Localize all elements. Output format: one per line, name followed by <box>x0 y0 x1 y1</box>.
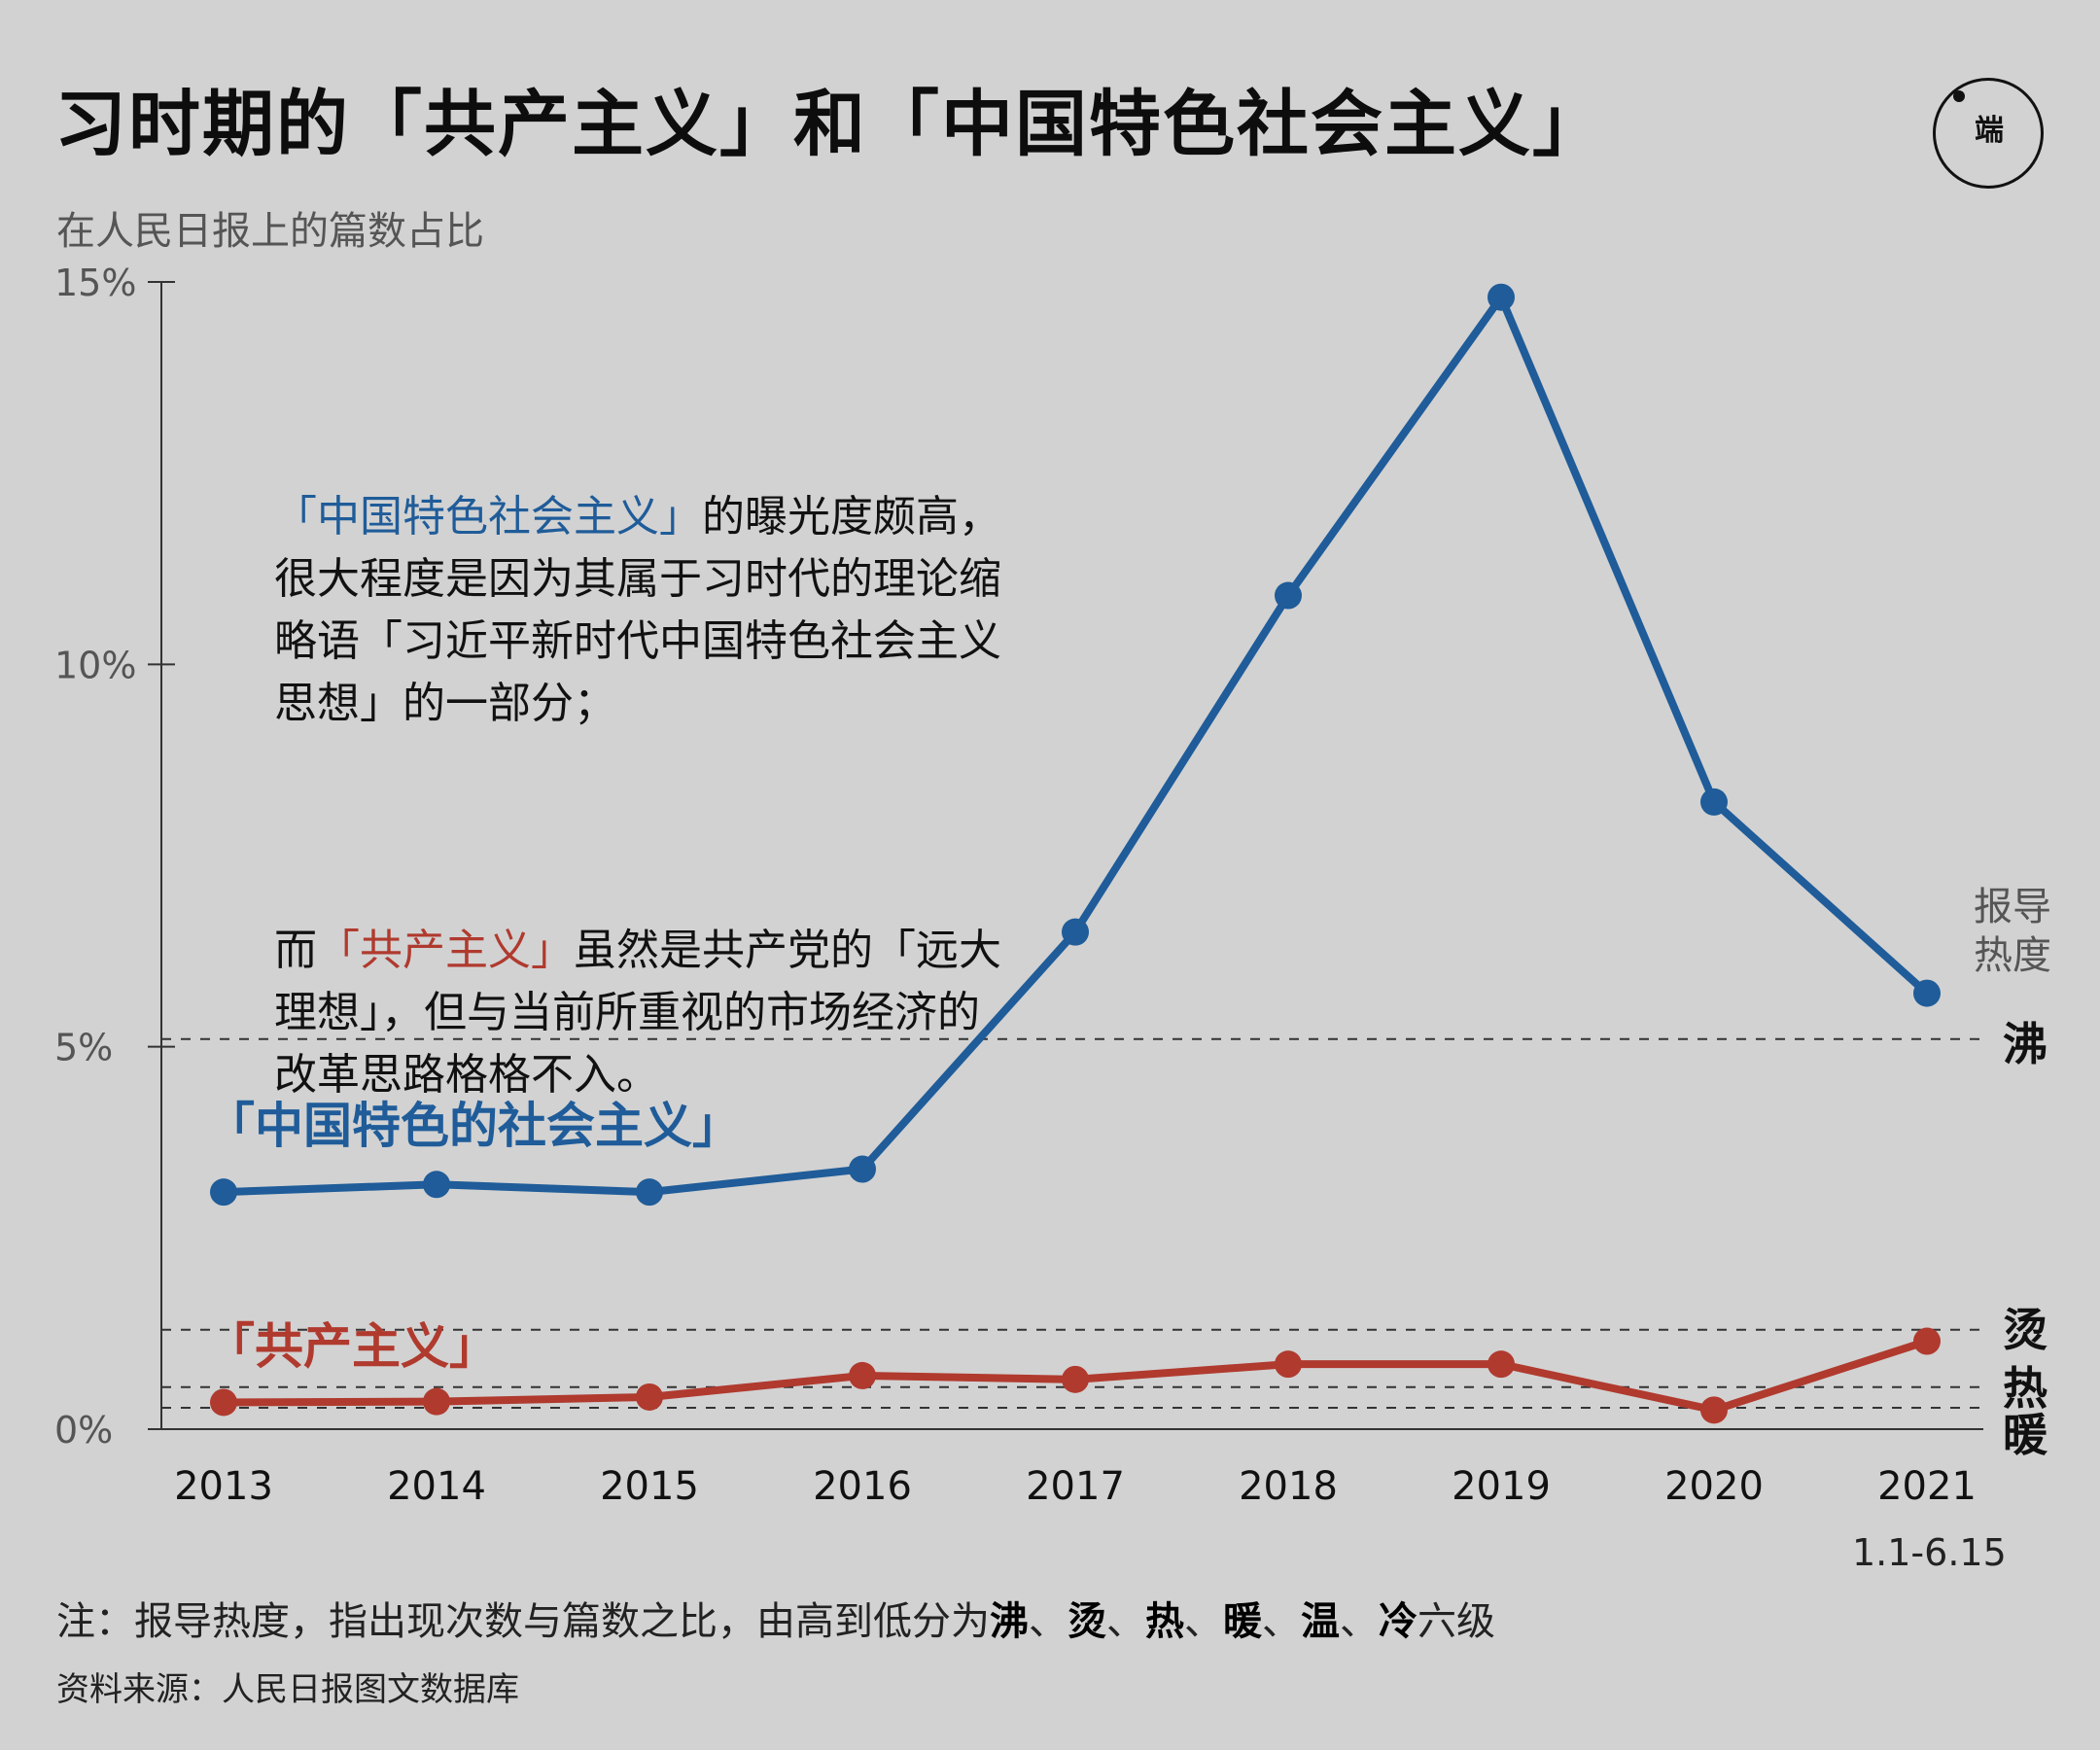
date-range-note: 1.1-6.15 <box>1852 1531 2007 1574</box>
footnote-level-6: 冷 <box>1379 1599 1418 1644</box>
data-point <box>1700 1396 1728 1424</box>
annotation-text: 「中国特色社会主义」的曝光度颇高，很大程度是因为其属于习时代的理论缩略语「习近平… <box>274 362 1013 1229</box>
data-point <box>1488 283 1515 311</box>
heat-level-boiling: 沸 <box>2003 1018 2048 1070</box>
logo-text: 端 <box>1975 114 2004 148</box>
y-tick-label: 5% <box>54 1027 113 1069</box>
data-point <box>1275 1350 1302 1379</box>
footnote-level-1: 沸 <box>990 1599 1029 1644</box>
data-point <box>1913 1327 1941 1355</box>
data-point <box>423 1171 450 1199</box>
footnote-suffix: 六级 <box>1418 1599 1495 1644</box>
annotation-text-1: 的曝光度颇高，很大程度是因为其属于习时代的理论缩略语「习近平新时代中国特色社会主… <box>274 492 1001 728</box>
footnote-level-4: 暖 <box>1223 1599 1262 1644</box>
annotation-lead-2: 而 <box>274 926 317 975</box>
x-tick-label: 2014 <box>387 1464 486 1509</box>
y-tick-label: 0% <box>54 1409 113 1452</box>
data-point <box>849 1361 876 1389</box>
data-point <box>210 1388 237 1417</box>
annotation-paragraph-2: 而「共产主义」虽然是共产党的「远大理想」，但与当前所重视的市场经济的改革思路格格… <box>274 920 1013 1106</box>
data-point <box>636 1382 663 1411</box>
x-tick-label: 2019 <box>1452 1464 1551 1509</box>
chart-subtitle: 在人民日报上的篇数占比 <box>56 209 484 254</box>
series-label-communism: 「共产主义」 <box>206 1318 498 1375</box>
footnote-level-5: 温 <box>1301 1599 1340 1644</box>
data-point <box>1488 1350 1515 1379</box>
x-tick-label: 2017 <box>1026 1464 1125 1509</box>
logo-dot-icon <box>1953 90 1965 102</box>
heat-scale-title: 报导热度 <box>1974 885 2051 978</box>
footnote-level-3: 热 <box>1145 1599 1184 1644</box>
annotation-text-2: 虽然是共产党的「远大理想」，但与当前所重视的市场经济的改革思路格格不入。 <box>274 926 1001 1100</box>
heat-level-hot: 热 <box>2003 1362 2048 1415</box>
x-tick-label: 2016 <box>813 1464 912 1509</box>
data-point <box>1700 788 1728 816</box>
x-tick-label: 2013 <box>174 1464 273 1509</box>
heat-level-scalding: 烫 <box>2003 1304 2048 1356</box>
x-tick-label: 2015 <box>600 1464 699 1509</box>
series-label-socialism: 「中国特色的社会主义」 <box>206 1098 741 1154</box>
data-point <box>1062 918 1089 946</box>
data-point <box>423 1387 450 1416</box>
y-tick-label: 15% <box>54 262 136 304</box>
data-point <box>1062 1365 1089 1393</box>
heat-level-warm: 暖 <box>2003 1409 2048 1461</box>
brand-logo: 端 <box>1933 78 2044 189</box>
x-tick-label: 2021 <box>1877 1464 1977 1509</box>
data-point <box>210 1178 237 1207</box>
x-tick-label: 2018 <box>1239 1464 1338 1509</box>
y-tick-label: 10% <box>54 644 136 686</box>
data-point <box>1913 979 1941 1007</box>
footnote: 注：报导热度，指出现次数与篇数之比，由高到低分为沸、烫、热、暖、温、冷六级 <box>56 1599 1495 1644</box>
annotation-highlight-red: 「共产主义」 <box>317 926 574 975</box>
data-point <box>1275 581 1302 610</box>
x-tick-label: 2020 <box>1664 1464 1764 1509</box>
data-point <box>636 1178 663 1207</box>
chart-title: 习时期的「共产主义」和「中国特色社会主义」 <box>54 83 1606 166</box>
annotation-paragraph-1: 「中国特色社会主义」的曝光度颇高，很大程度是因为其属于习时代的理论缩略语「习近平… <box>274 486 1013 735</box>
footnote-level-2: 烫 <box>1068 1599 1106 1644</box>
annotation-highlight-blue: 「中国特色社会主义」 <box>274 492 702 542</box>
footnote-prefix: 注：报导热度，指出现次数与篇数之比，由高到低分为 <box>56 1599 990 1644</box>
data-source: 资料来源：人民日报图文数据库 <box>56 1670 519 1709</box>
data-point <box>849 1155 876 1183</box>
